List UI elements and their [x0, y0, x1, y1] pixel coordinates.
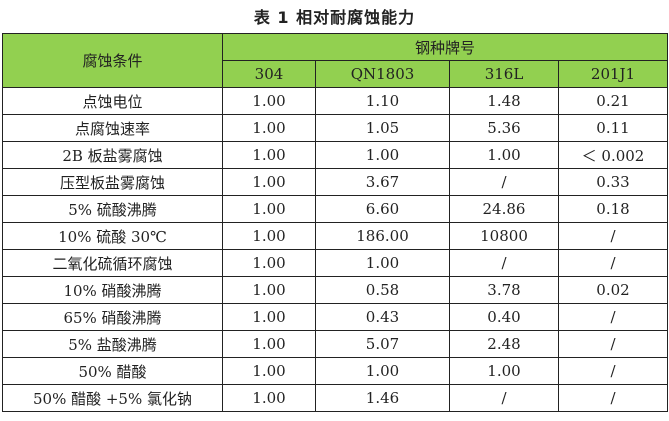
table-cell: /	[557, 222, 669, 250]
table-cell: /	[449, 384, 559, 412]
table-cell: 1.10	[315, 87, 450, 115]
table-cell: 0.40	[449, 303, 559, 331]
table-cell: 0.21	[557, 87, 669, 115]
table-cell: 0.18	[557, 195, 669, 223]
table-cell: /	[449, 249, 559, 277]
table-cell: 1.00	[222, 87, 316, 115]
table-row: 50% 醋酸 1.00 1.00 1.00/	[2, 357, 669, 385]
table-cell: 1.00	[222, 168, 316, 196]
row-label: 65% 硝酸沸腾	[2, 303, 223, 331]
table-cell: /	[557, 303, 669, 331]
row-label: 50% 醋酸	[2, 357, 223, 385]
row-label: 压型板盐雾腐蚀	[2, 168, 223, 196]
table-cell: /	[557, 357, 669, 385]
corrosion-resistance-table: 腐蚀条件 钢种牌号 304 QN1803 316L 201J1 点蚀电位 1.00…	[2, 33, 669, 412]
table-row: 二氧化硫循环腐蚀 1.00 1.00//	[2, 249, 669, 277]
table-cell: 1.46	[315, 384, 450, 412]
table-cell: 1.05	[315, 114, 450, 142]
row-label: 5% 硫酸沸腾	[2, 195, 223, 223]
table-row: 点蚀电位 1.00 1.10 1.48 0.21	[2, 87, 669, 115]
row-label: 50% 醋酸 +5% 氯化钠	[2, 384, 223, 412]
table-row: 2B 板盐雾腐蚀 1.00 1.00 1.00 ＜ 0.002	[2, 141, 669, 169]
column-header: 316L	[449, 60, 559, 88]
table-cell: 1.00	[315, 249, 450, 277]
table-cell: 5.07	[315, 330, 450, 358]
table-cell: 6.60	[315, 195, 450, 223]
table-cell: 1.00	[222, 330, 316, 358]
table-cell: 1.00	[315, 357, 450, 385]
row-header: 腐蚀条件	[2, 33, 223, 88]
group-header: 钢种牌号	[221, 33, 669, 61]
table-cell: 1.00	[222, 195, 316, 223]
table-row: 50% 醋酸 +5% 氯化钠 1.00 1.46//	[2, 384, 669, 412]
column-header: 304	[222, 60, 316, 88]
table-row: 10% 硫酸 30℃ 1.00 186.00 10800/	[2, 222, 669, 250]
table-cell: 0.02	[557, 276, 669, 304]
table-cell: 0.33	[557, 168, 669, 196]
table-row: 点腐蚀速率 1.00 1.05 5.36 0.11	[2, 114, 669, 142]
table-cell: 1.00	[449, 357, 559, 385]
table-cell: /	[557, 384, 669, 412]
column-header: 201J1	[557, 60, 669, 88]
table-cell: 1.00	[222, 141, 316, 169]
table-row: 65% 硝酸沸腾 1.00 0.43 0.40/	[2, 303, 669, 331]
row-label: 10% 硝酸沸腾	[2, 276, 223, 304]
table-cell: 1.00	[222, 249, 316, 277]
table-cell: 1.00	[315, 141, 450, 169]
row-label: 10% 硫酸 30℃	[2, 222, 223, 250]
column-header: QN1803	[315, 60, 450, 88]
table-row: 压型板盐雾腐蚀 1.00 3.67/0.33	[2, 168, 669, 196]
table-cell: 24.86	[449, 195, 559, 223]
table-row: 5% 硫酸沸腾 1.00 6.60 24.86 0.18	[2, 195, 669, 223]
table-cell: /	[449, 168, 559, 196]
table-cell: 1.00	[222, 357, 316, 385]
table-cell: 1.48	[449, 87, 559, 115]
table-cell: 0.58	[315, 276, 450, 304]
row-label: 点腐蚀速率	[2, 114, 223, 142]
row-label: 5% 盐酸沸腾	[2, 330, 223, 358]
table-cell: /	[557, 330, 669, 358]
table-cell: 1.00	[222, 303, 316, 331]
table-cell: /	[557, 249, 669, 277]
table-row: 5% 盐酸沸腾 1.00 5.07 2.48/	[2, 330, 669, 358]
table-cell: 3.78	[449, 276, 559, 304]
table-cell: 1.00	[222, 222, 316, 250]
table-cell: 1.00	[449, 141, 559, 169]
row-label: 点蚀电位	[2, 87, 223, 115]
table-row: 10% 硝酸沸腾 1.00 0.58 3.78 0.02	[2, 276, 669, 304]
table-title: 表 1 相对耐腐蚀能力	[253, 8, 416, 27]
row-label: 2B 板盐雾腐蚀	[2, 141, 223, 169]
table-cell: 0.43	[315, 303, 450, 331]
table-cell: 1.00	[222, 276, 316, 304]
table-cell: ＜ 0.002	[557, 141, 669, 169]
row-label: 二氧化硫循环腐蚀	[2, 249, 223, 277]
table-cell: 1.00	[222, 384, 316, 412]
table-cell: 0.11	[557, 114, 669, 142]
table-cell: 10800	[449, 222, 559, 250]
table-cell: 1.00	[222, 114, 316, 142]
table-cell: 2.48	[449, 330, 559, 358]
table-cell: 186.00	[315, 222, 450, 250]
table-cell: 5.36	[449, 114, 559, 142]
table-cell: 3.67	[315, 168, 450, 196]
